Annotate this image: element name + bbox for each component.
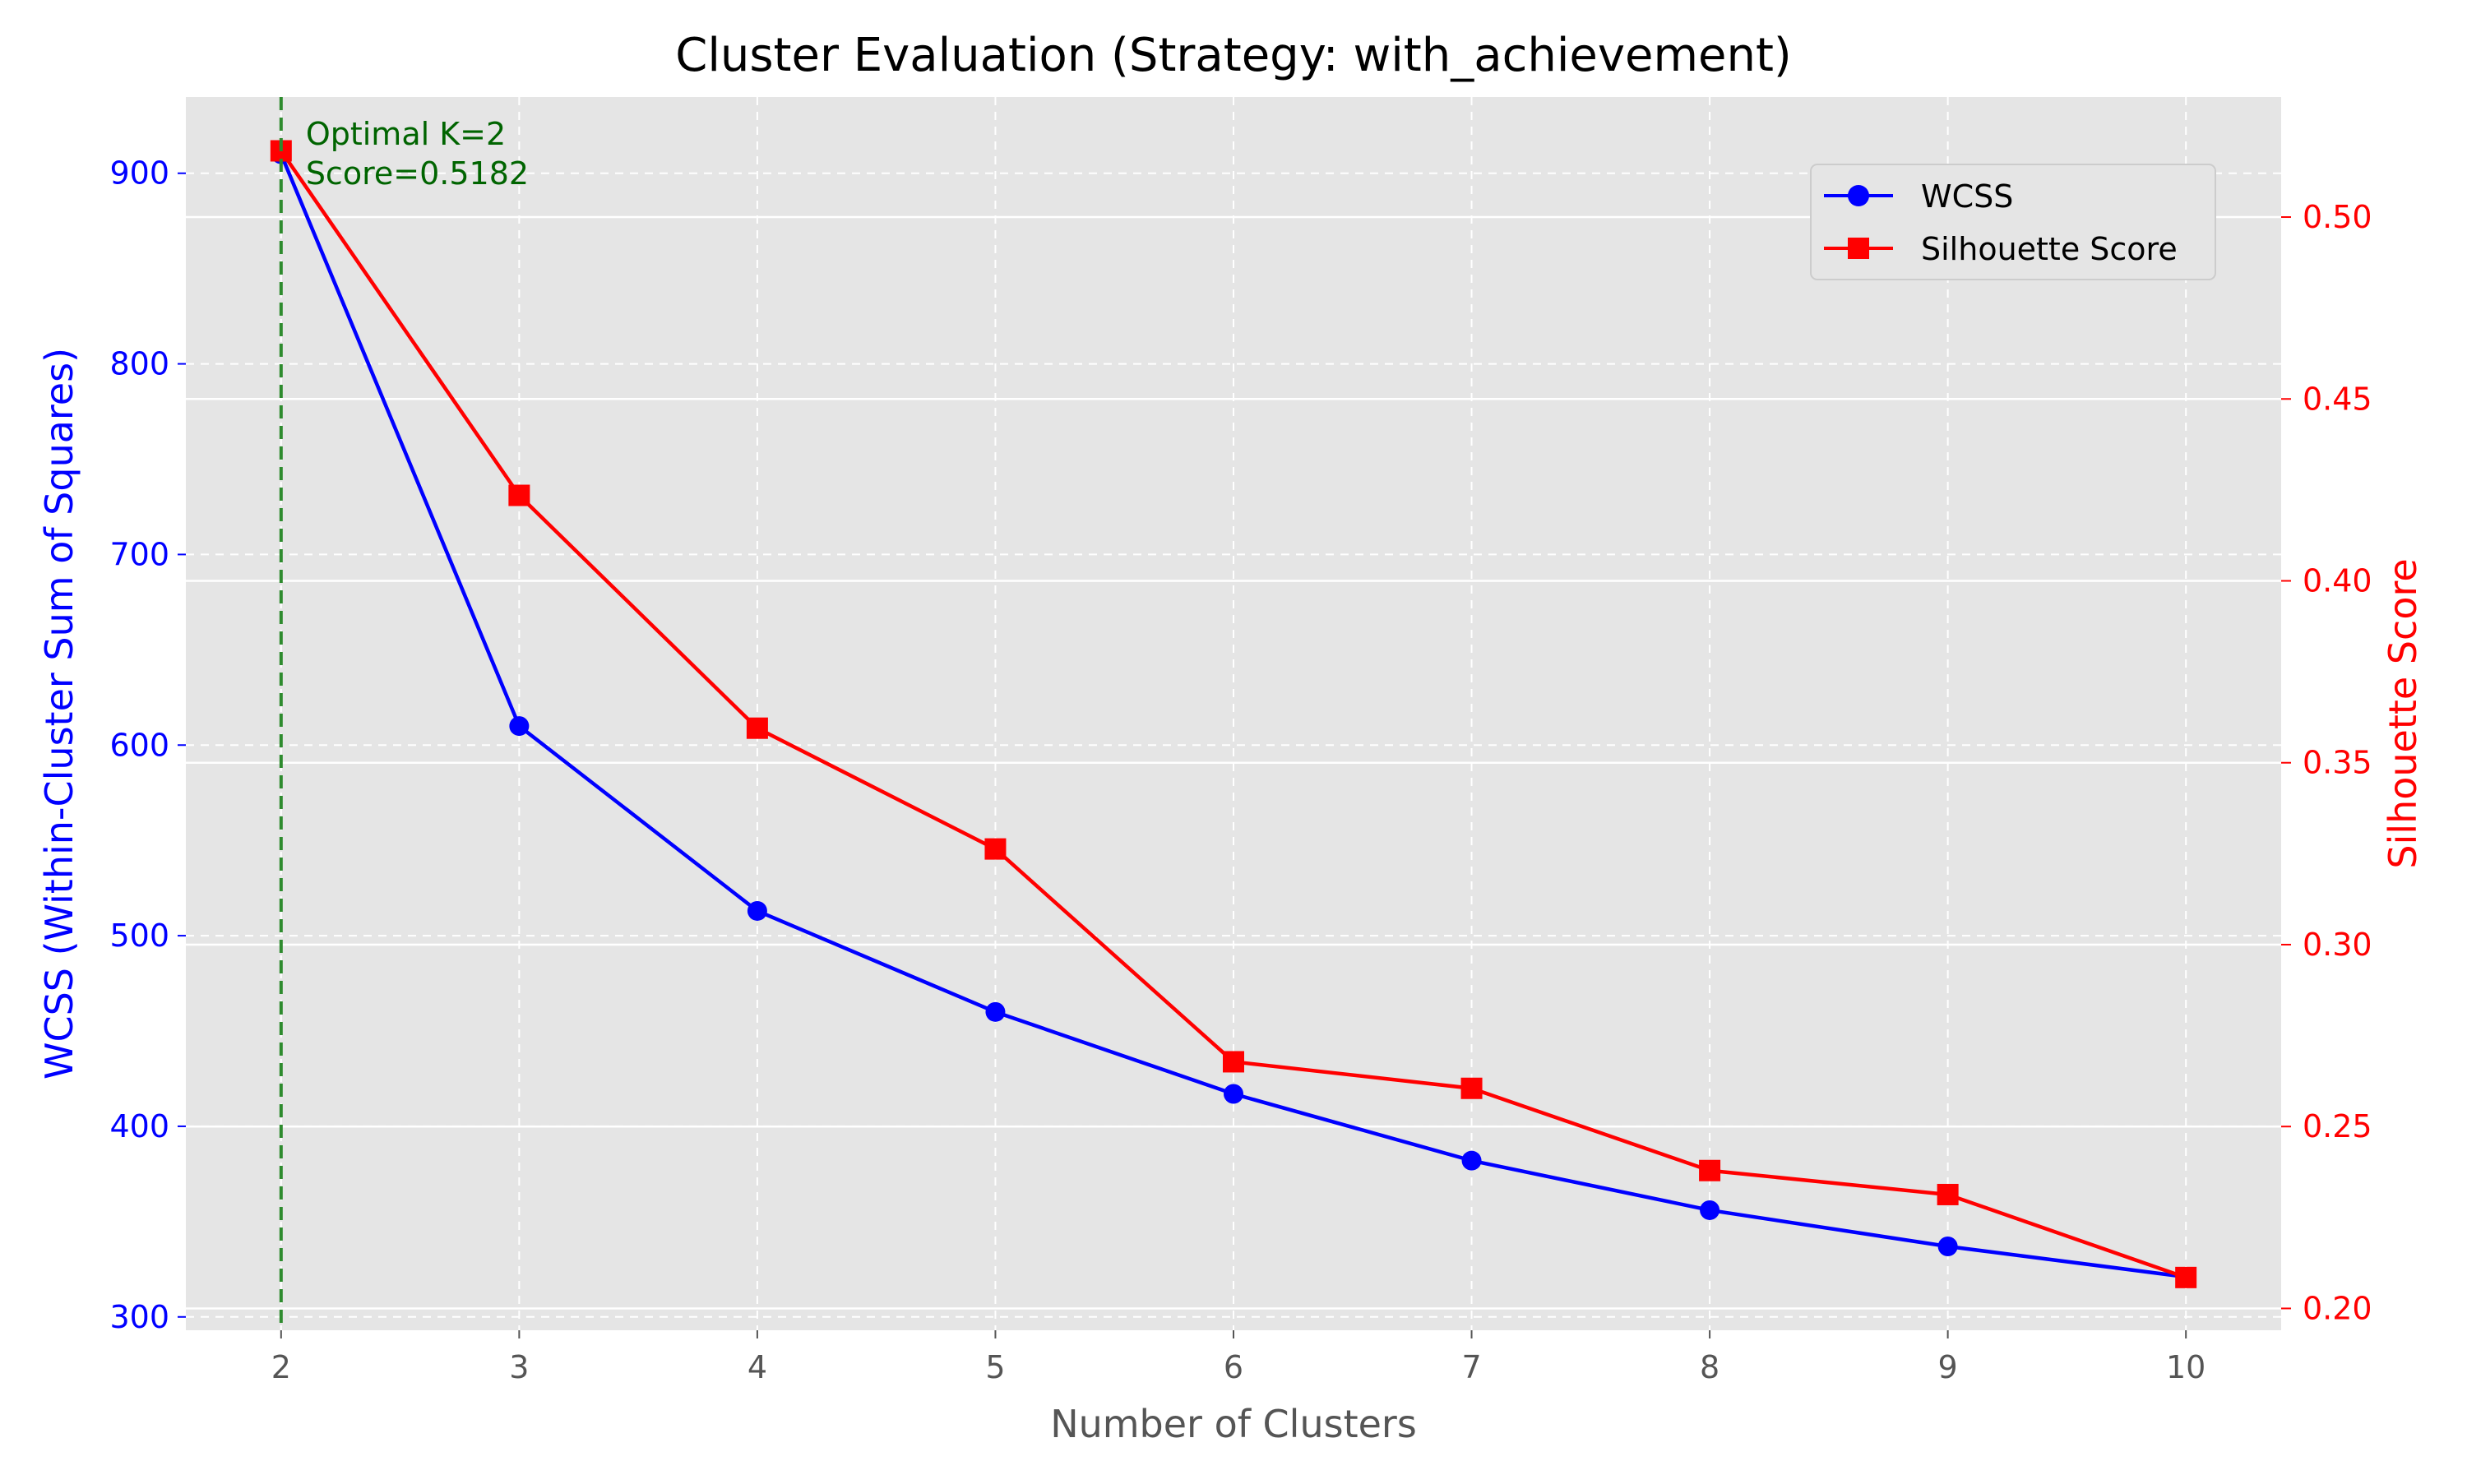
legend-marker-silhouette bbox=[1848, 238, 1869, 259]
y-tick-label-right: 0.25 bbox=[2303, 1108, 2372, 1144]
legend-label-wcss: WCSS bbox=[1921, 178, 2013, 215]
series-silhouette bbox=[270, 140, 2197, 1288]
legend-marker-wcss bbox=[1848, 185, 1869, 206]
y-axis-label-left: WCSS (Within-Cluster Sum of Squares) bbox=[37, 348, 81, 1079]
legend-item-silhouette: Silhouette Score bbox=[1824, 231, 2178, 267]
legend-box bbox=[1810, 164, 2216, 280]
series bbox=[270, 140, 2197, 1288]
y-tick-label-right: 0.30 bbox=[2303, 927, 2372, 963]
data-point-wcss bbox=[747, 900, 767, 921]
x-tick-label: 8 bbox=[1700, 1349, 1719, 1385]
x-tick-label: 6 bbox=[1224, 1349, 1243, 1385]
x-tick-label: 2 bbox=[271, 1349, 291, 1385]
data-point-silhouette bbox=[1460, 1077, 1483, 1099]
data-point-wcss bbox=[1224, 1084, 1243, 1104]
y-tick-label-left: 700 bbox=[109, 536, 169, 572]
axes: 2 3 4 5 6 7 8 9 10 300 400 500 600 700 800 900 0.20 0.25 0… bbox=[109, 155, 2372, 1385]
x-axis-label: Number of Clusters bbox=[1050, 1402, 1417, 1446]
data-point-wcss bbox=[1700, 1200, 1720, 1220]
x-tick-label: 9 bbox=[1938, 1349, 1958, 1385]
data-point-silhouette bbox=[1937, 1183, 1959, 1205]
chart-title: Cluster Evaluation (Strategy: with_achie… bbox=[675, 29, 1792, 82]
legend-item-wcss: WCSS bbox=[1824, 178, 2013, 215]
y-tick-label-left: 400 bbox=[109, 1108, 169, 1144]
y-tick-label-right: 0.20 bbox=[2303, 1290, 2372, 1326]
data-point-wcss bbox=[509, 716, 530, 737]
y-axis-label-right: Silhouette Score bbox=[2381, 558, 2425, 868]
y-tick-label-left: 900 bbox=[109, 155, 169, 192]
data-point-silhouette bbox=[1223, 1051, 1244, 1073]
data-point-silhouette bbox=[984, 838, 1007, 860]
data-point-silhouette bbox=[2175, 1266, 2197, 1288]
x-tick-label: 4 bbox=[748, 1349, 767, 1385]
y-tick-label-left: 500 bbox=[109, 918, 169, 954]
data-point-silhouette bbox=[508, 484, 530, 506]
x-tick-label: 10 bbox=[2166, 1349, 2205, 1385]
y-tick-label-left: 300 bbox=[109, 1299, 169, 1335]
y-tick-label-right: 0.50 bbox=[2303, 199, 2372, 235]
optimal-annotation-text: Score=0.5182 bbox=[306, 155, 529, 192]
x-tick-label: 3 bbox=[509, 1349, 529, 1385]
legend: WCSS Silhouette Score bbox=[1810, 164, 2216, 280]
optimal-annotation-text: Optimal K=2 bbox=[306, 116, 506, 152]
data-point-wcss bbox=[985, 1001, 1006, 1022]
data-point-wcss bbox=[1461, 1150, 1482, 1171]
y-tick-label-left: 600 bbox=[109, 727, 169, 763]
y-tick-label-right: 0.35 bbox=[2303, 745, 2372, 781]
data-point-silhouette bbox=[746, 717, 768, 739]
y-tick-label-right: 0.40 bbox=[2303, 562, 2372, 599]
y-tick-label-left: 800 bbox=[109, 346, 169, 382]
legend-label-silhouette: Silhouette Score bbox=[1921, 231, 2178, 267]
data-point-wcss bbox=[1937, 1236, 1958, 1256]
x-tick-label: 7 bbox=[1461, 1349, 1481, 1385]
y-tick-label-right: 0.45 bbox=[2303, 381, 2372, 417]
data-point-silhouette bbox=[1699, 1159, 1721, 1181]
x-tick-label: 5 bbox=[985, 1349, 1005, 1385]
